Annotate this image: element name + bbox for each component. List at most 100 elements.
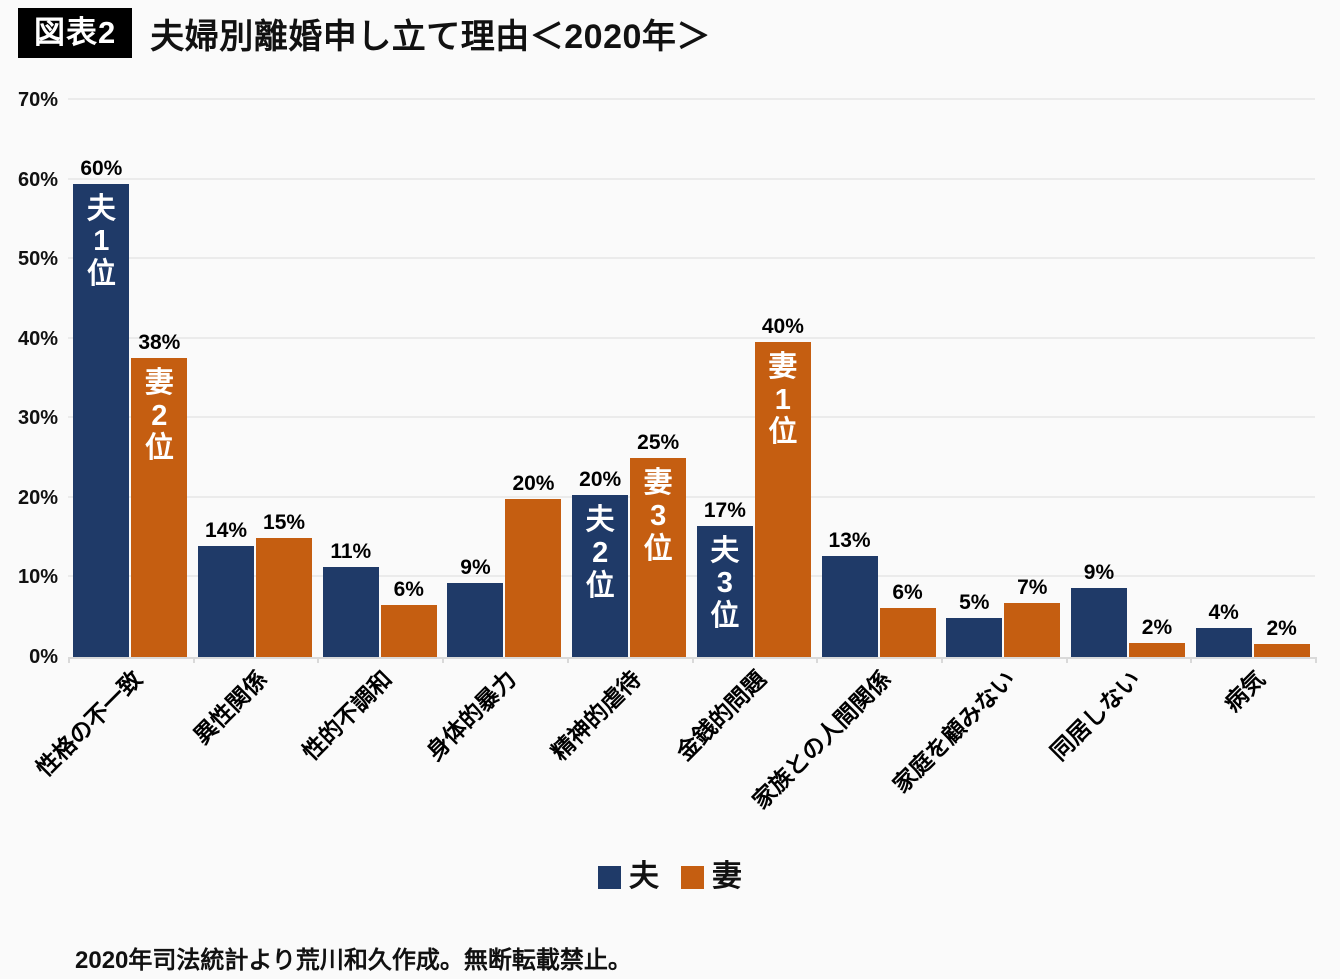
bar-妻-5: 40% 妻 1 位 (754, 316, 811, 657)
legend-item-妻: 妻 (681, 862, 742, 892)
plot-area: 60% 夫 1 位 38% 妻 2 位 14% 15% 11% 6% 9% 20% 20% 夫 2 位… (68, 98, 1317, 663)
x-category-label: 家族との人間関係 (747, 665, 896, 814)
legend-label: 妻 (712, 860, 742, 893)
bar-妻-3: 20% (505, 473, 562, 657)
bar-夫-4: 20% 夫 2 位 (572, 469, 629, 657)
bar-妻-0: 38% 妻 2 位 (131, 332, 188, 657)
bar-value-label: 40% (761, 314, 804, 338)
bar-妻-9: 2% (1253, 618, 1310, 657)
y-tick-label: 70% (17, 89, 58, 111)
bar-夫-7: 5% (946, 592, 1003, 657)
bar-value-label: 6% (393, 578, 424, 602)
bar-夫-3: 9% (447, 557, 504, 657)
chart-header: 図表2 夫婦別離婚申し立て理由＜2020年＞ (18, 8, 711, 59)
x-axis-tick (691, 657, 694, 663)
bar-妻-1: 15% (256, 512, 313, 657)
bar-value-label: 17% (703, 498, 746, 522)
bar-group: 9% 20% (442, 100, 567, 657)
y-tick-label: 20% (17, 486, 58, 509)
bar-value-label: 7% (1017, 575, 1048, 599)
y-tick-label: 30% (17, 407, 58, 430)
bar-rank-annotation: 夫 1 位 (86, 192, 116, 291)
x-category-label: 病気 (1218, 665, 1270, 717)
bar-group: 20% 夫 2 位 25% 妻 3 位 (567, 100, 692, 657)
bar-妻-4: 25% 妻 3 位 (630, 432, 687, 657)
bar-rank-annotation: 夫 3 位 (710, 534, 740, 633)
gridline (68, 336, 1315, 339)
bar-value-label: 14% (205, 519, 248, 543)
bar-group: 11% 6% (317, 100, 442, 657)
x-axis-tick (816, 657, 819, 663)
gridline (68, 495, 1315, 498)
bar-夫-2: 11% (322, 541, 379, 657)
x-axis-tick (68, 657, 70, 663)
x-axis-tick (566, 657, 569, 663)
x-category-label: 同居しない (1045, 665, 1145, 766)
bar-夫-9: 4% (1195, 602, 1252, 657)
bar-value-label: 25% (637, 431, 680, 455)
bar-value-label: 6% (892, 580, 923, 604)
x-category-label: 金銭的問題 (671, 665, 771, 766)
x-axis-tick (317, 657, 320, 663)
bar-妻-7: 7% (1004, 577, 1061, 657)
bar-group: 13% 6% (816, 100, 941, 657)
gridline (68, 575, 1315, 578)
bar-妻-8: 2% (1128, 617, 1185, 657)
bar-value-label: 15% (263, 511, 306, 535)
gridline (68, 98, 1315, 100)
x-axis-tick (1065, 657, 1068, 663)
bar-value-label: 9% (1083, 560, 1115, 584)
legend-swatch-icon (681, 865, 704, 889)
x-category-label: 異性関係 (188, 665, 273, 750)
bar-value-label: 5% (959, 591, 990, 615)
bar-group: 9% 2% (1066, 100, 1191, 657)
bar-value-label: 2% (1141, 616, 1173, 640)
source-credit: 2020年司法統計より荒川和久作成。無断転載禁止。 (75, 947, 632, 974)
bar-夫-6: 13% (821, 530, 878, 657)
legend-label: 夫 (629, 860, 659, 893)
bar-value-label: 38% (138, 330, 181, 354)
bar-rank-annotation: 妻 1 位 (768, 350, 798, 449)
bar-group: 60% 夫 1 位 38% 妻 2 位 (68, 100, 193, 657)
legend-item-夫: 夫 (598, 862, 659, 892)
x-category-label: 家庭を顧みない (887, 665, 1021, 798)
bar-value-label: 9% (460, 556, 491, 579)
bar-groups: 60% 夫 1 位 38% 妻 2 位 14% 15% 11% 6% 9% 20% 20% 夫 2 位… (68, 100, 1315, 657)
y-tick-label: 10% (17, 566, 58, 589)
figure-badge: 図表2 (18, 8, 133, 59)
bar-妻-6: 6% (879, 582, 936, 657)
bar-value-label: 4% (1208, 600, 1239, 624)
bar-夫-0: 60% 夫 1 位 (73, 158, 130, 657)
bar-group: 5% 7% (941, 100, 1066, 657)
bar-value-label: 20% (579, 468, 622, 492)
bar-value-label: 60% (80, 156, 123, 180)
bar-group: 4% 2% (1190, 100, 1315, 657)
bar-value-label: 11% (330, 540, 372, 564)
gridline (68, 257, 1315, 260)
legend-swatch-icon (598, 865, 621, 889)
x-axis-tick (442, 657, 445, 663)
x-category-label: 身体的暴力 (421, 665, 522, 766)
bar-夫-5: 17% 夫 3 位 (696, 500, 753, 657)
x-axis-tick (1190, 657, 1193, 663)
bar-夫-8: 9% (1070, 562, 1127, 657)
bar-value-label: 13% (828, 528, 871, 552)
bar-rank-annotation: 妻 2 位 (144, 366, 174, 465)
x-category-label: 性的不調和 (297, 665, 397, 766)
bar-value-label: 2% (1266, 617, 1297, 641)
x-axis-tick (192, 657, 195, 663)
bar-rank-annotation: 妻 3 位 (643, 467, 673, 565)
bar-group: 17% 夫 3 位 40% 妻 1 位 (692, 100, 817, 657)
x-axis-tick (1315, 657, 1317, 663)
y-tick-label: 40% (17, 327, 58, 350)
y-tick-label: 0% (29, 646, 58, 668)
x-axis-tick (940, 657, 943, 663)
chart-title: 夫婦別離婚申し立て理由＜2020年＞ (150, 17, 711, 56)
chart-legend: 夫妻 (0, 862, 1340, 892)
bar-妻-2: 6% (380, 579, 437, 657)
gridline (68, 177, 1315, 180)
bar-value-label: 20% (512, 472, 555, 496)
y-tick-label: 60% (17, 168, 58, 191)
bar-group: 14% 15% (193, 100, 318, 657)
